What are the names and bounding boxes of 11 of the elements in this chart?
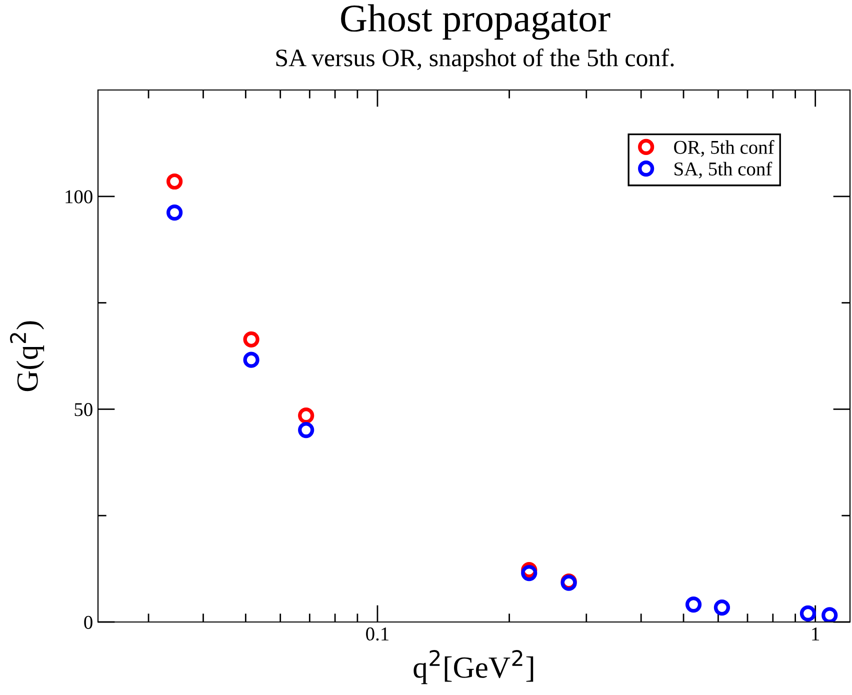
chart-title: Ghost propagator bbox=[341, 4, 610, 40]
legend-label: SA, 5th conf bbox=[674, 162, 772, 178]
y-tick-label: 100 bbox=[66, 190, 92, 204]
chart-subtitle: SA versus OR, snapshot of the 5th conf. bbox=[276, 48, 674, 72]
x-tick-label: 0.1 bbox=[366, 627, 388, 641]
x-axis-title: q$^{2}$[GeV$^{2}$] bbox=[414, 650, 534, 684]
y-tick-label: 50 bbox=[74, 403, 92, 416]
x-tick-label: 1 bbox=[812, 628, 820, 640]
y-tick-label: 0 bbox=[84, 616, 92, 629]
y-axis-title: G(q$^{2}$) bbox=[10, 321, 44, 392]
legend-label: OR, 5th conf bbox=[674, 140, 774, 157]
